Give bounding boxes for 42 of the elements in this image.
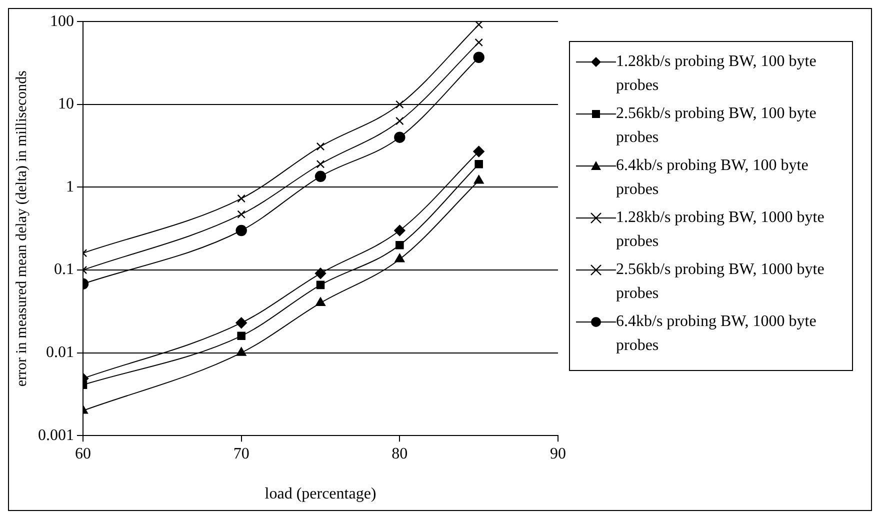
legend-label: 2.56kb/s probing BW, 100 byte probes: [616, 104, 818, 148]
point: [314, 170, 326, 182]
legend-label: 1.28kb/s probing BW, 1000 byte probes: [616, 208, 826, 252]
point: [474, 22, 483, 29]
legend-label: 1.28kb/s probing BW, 100 byte probes: [616, 52, 818, 96]
legend-label: 2.56kb/s probing BW, 1000 byte probes: [616, 260, 826, 304]
point: [316, 297, 326, 306]
y-tick-label: 0.01: [46, 344, 74, 362]
point: [394, 132, 406, 143]
legend-label: 6.4kb/s probing BW, 1000 byte probes: [616, 312, 818, 356]
point: [473, 146, 484, 158]
point: [236, 347, 246, 356]
point: [396, 116, 404, 126]
point: [473, 52, 484, 63]
y-tick-label: 10: [58, 96, 74, 113]
legend-label: 6.4kb/s probing BW, 100 byte probes: [616, 156, 810, 200]
point: [474, 175, 484, 184]
point: [316, 142, 325, 151]
point: [237, 210, 246, 218]
y-axis-title: error in measured mean delay (delta) in milliseconds: [14, 70, 30, 387]
x-axis-title: load (percentage): [264, 486, 376, 503]
x-tick-label: 80: [392, 445, 408, 462]
point: [394, 224, 406, 236]
point: [396, 100, 404, 109]
point: [236, 317, 247, 328]
x-tick-label: 70: [233, 445, 250, 462]
point: [316, 280, 325, 290]
point: [237, 194, 246, 203]
point: [316, 160, 325, 168]
point: [474, 160, 483, 168]
point: [474, 38, 483, 47]
point: [314, 268, 326, 279]
point: [394, 254, 405, 262]
x-tick-label: 60: [75, 445, 91, 462]
y-tick-label: 1: [66, 178, 74, 196]
point: [396, 240, 404, 250]
y-tick-label: 0.001: [38, 426, 74, 444]
y-tick-label: 0.1: [54, 261, 74, 278]
x-tick-label: 90: [550, 445, 566, 462]
y-tick-label: 100: [50, 12, 74, 30]
point: [237, 332, 246, 340]
point: [236, 224, 247, 236]
